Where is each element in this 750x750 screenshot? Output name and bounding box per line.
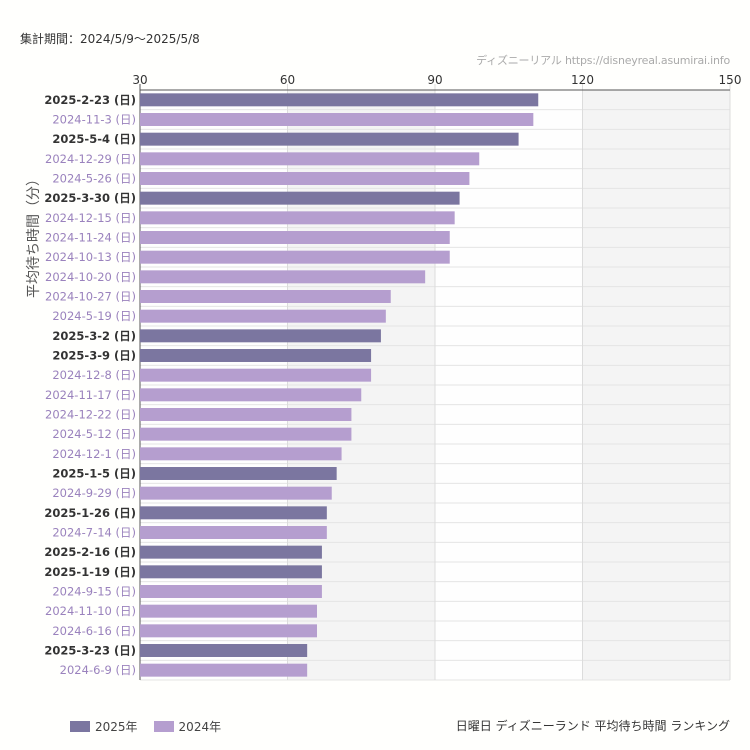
bar <box>140 132 519 146</box>
x-tick-label: 120 <box>571 73 594 87</box>
legend-item: 2025年 <box>70 718 138 735</box>
bar-date-label: 2024-5-12 (日) <box>52 427 136 441</box>
bar-date-label: 2024-7-14 (日) <box>52 526 136 540</box>
bar <box>140 408 352 421</box>
bar-date-label: 2025-2-23 (日) <box>44 93 136 107</box>
bar <box>140 486 332 500</box>
bar <box>140 270 426 284</box>
bar <box>140 545 322 559</box>
bar-date-label: 2024-6-16 (日) <box>52 624 136 638</box>
bar <box>140 604 317 618</box>
x-tick-label: 60 <box>280 73 295 87</box>
bar-date-label: 2024-10-20 (日) <box>45 270 136 284</box>
legend-label: 2024年 <box>178 720 222 734</box>
x-tick-label: 90 <box>427 73 442 87</box>
bar <box>140 663 308 677</box>
bar <box>140 290 391 303</box>
bar <box>140 447 342 461</box>
bar-date-label: 2024-12-15 (日) <box>45 211 136 225</box>
bar-date-label: 2024-11-17 (日) <box>45 388 136 402</box>
bar-date-label: 2024-9-29 (日) <box>52 486 136 500</box>
bar <box>140 565 322 579</box>
bar-date-label: 2024-11-24 (日) <box>45 231 136 245</box>
x-tick-label: 30 <box>132 73 147 87</box>
bar-date-label: 2024-11-3 (日) <box>52 113 136 127</box>
bar-date-label: 2025-3-2 (日) <box>52 329 136 343</box>
bar <box>140 506 327 520</box>
legend-item: 2024年 <box>153 718 222 735</box>
bar-date-label: 2024-12-1 (日) <box>52 447 136 461</box>
bar-date-label: 2025-3-30 (日) <box>44 191 136 205</box>
x-tick-label: 150 <box>719 73 742 87</box>
legend-swatch <box>153 721 174 732</box>
bar <box>140 585 322 598</box>
bar <box>140 388 362 402</box>
chart-title: 日曜日 ディズニーランド 平均待ち時間 ランキング <box>455 719 730 733</box>
y-axis-title: 平均待ち時間（分） <box>26 172 42 298</box>
bar-date-label: 2025-1-5 (日) <box>52 467 136 481</box>
bar-date-label: 2024-6-9 (日) <box>60 663 136 677</box>
bar-date-label: 2025-5-4 (日) <box>52 132 136 146</box>
bar <box>140 113 534 126</box>
bar-date-label: 2024-11-10 (日) <box>45 604 136 618</box>
bar-date-label: 2025-3-23 (日) <box>44 644 136 658</box>
bar-date-label: 2024-5-19 (日) <box>52 309 136 323</box>
bar <box>140 368 372 382</box>
bar-date-label: 2025-1-19 (日) <box>44 565 136 579</box>
bar-date-label: 2025-1-26 (日) <box>44 506 136 520</box>
bar <box>140 467 337 480</box>
bar <box>140 152 480 166</box>
bar-date-label: 2025-3-9 (日) <box>52 349 136 363</box>
bar-date-label: 2024-10-13 (日) <box>45 250 136 264</box>
bar <box>140 624 317 638</box>
bar <box>140 211 455 225</box>
chart-legend: 2025年 2024年 <box>70 718 237 735</box>
bar-date-label: 2024-12-29 (日) <box>45 152 136 166</box>
source-credit: ディズニーリアル https://disneyreal.asumirai.inf… <box>476 54 730 67</box>
bar <box>140 526 327 539</box>
bar <box>140 231 450 244</box>
bar-date-label: 2024-12-8 (日) <box>52 368 136 382</box>
bar <box>140 93 539 107</box>
legend-label: 2025年 <box>95 720 138 734</box>
bar <box>140 172 470 185</box>
bar <box>140 250 450 264</box>
bar <box>140 427 352 441</box>
bar-date-label: 2024-12-22 (日) <box>45 408 136 422</box>
bar <box>140 191 460 205</box>
bar-date-label: 2024-10-27 (日) <box>45 290 136 304</box>
legend-swatch <box>70 721 90 732</box>
bar-date-label: 2024-9-15 (日) <box>52 585 136 599</box>
collection-period: 集計期間：2024/5/9〜2025/5/8 <box>20 32 200 46</box>
bar <box>140 329 381 343</box>
bar <box>140 309 386 323</box>
bar-date-label: 2024-5-26 (日) <box>52 172 136 186</box>
bar-date-label: 2025-2-16 (日) <box>44 545 136 559</box>
bar <box>140 644 308 657</box>
bar <box>140 349 372 362</box>
